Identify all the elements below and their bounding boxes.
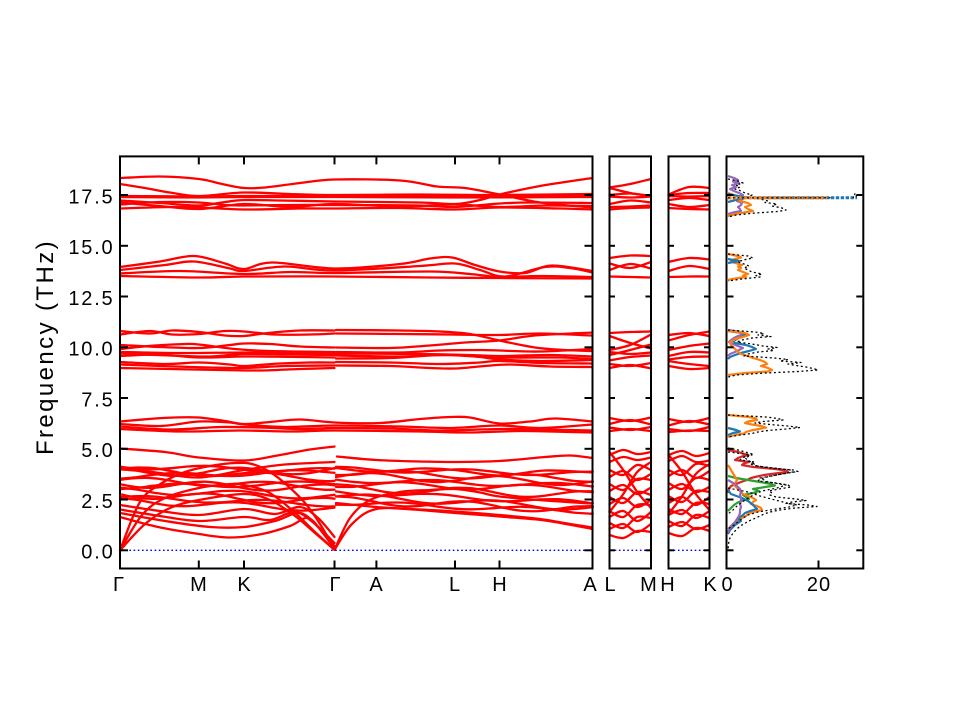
svg-text:0: 0: [721, 574, 733, 596]
svg-text:H: H: [660, 574, 675, 596]
svg-text:A: A: [583, 574, 597, 596]
svg-text:L: L: [449, 574, 461, 596]
svg-text:L: L: [604, 574, 616, 596]
svg-text:5.0: 5.0: [81, 440, 114, 462]
svg-text:Γ: Γ: [329, 574, 341, 596]
svg-text:M: M: [190, 574, 208, 596]
svg-text:10.0: 10.0: [68, 339, 114, 361]
svg-text:A: A: [369, 574, 383, 596]
svg-text:17.5: 17.5: [68, 186, 114, 208]
svg-text:H: H: [492, 574, 507, 596]
svg-text:K: K: [237, 574, 251, 596]
svg-text:2.5: 2.5: [81, 491, 114, 513]
svg-text:7.5: 7.5: [81, 389, 114, 411]
svg-text:Γ: Γ: [113, 574, 125, 596]
svg-text:15.0: 15.0: [68, 237, 114, 259]
svg-text:12.5: 12.5: [68, 288, 114, 310]
svg-text:K: K: [703, 574, 717, 596]
svg-text:Frequency (THz): Frequency (THz): [32, 239, 59, 455]
svg-text:0.0: 0.0: [81, 542, 114, 564]
svg-text:M: M: [640, 574, 658, 596]
svg-text:20: 20: [807, 574, 831, 596]
